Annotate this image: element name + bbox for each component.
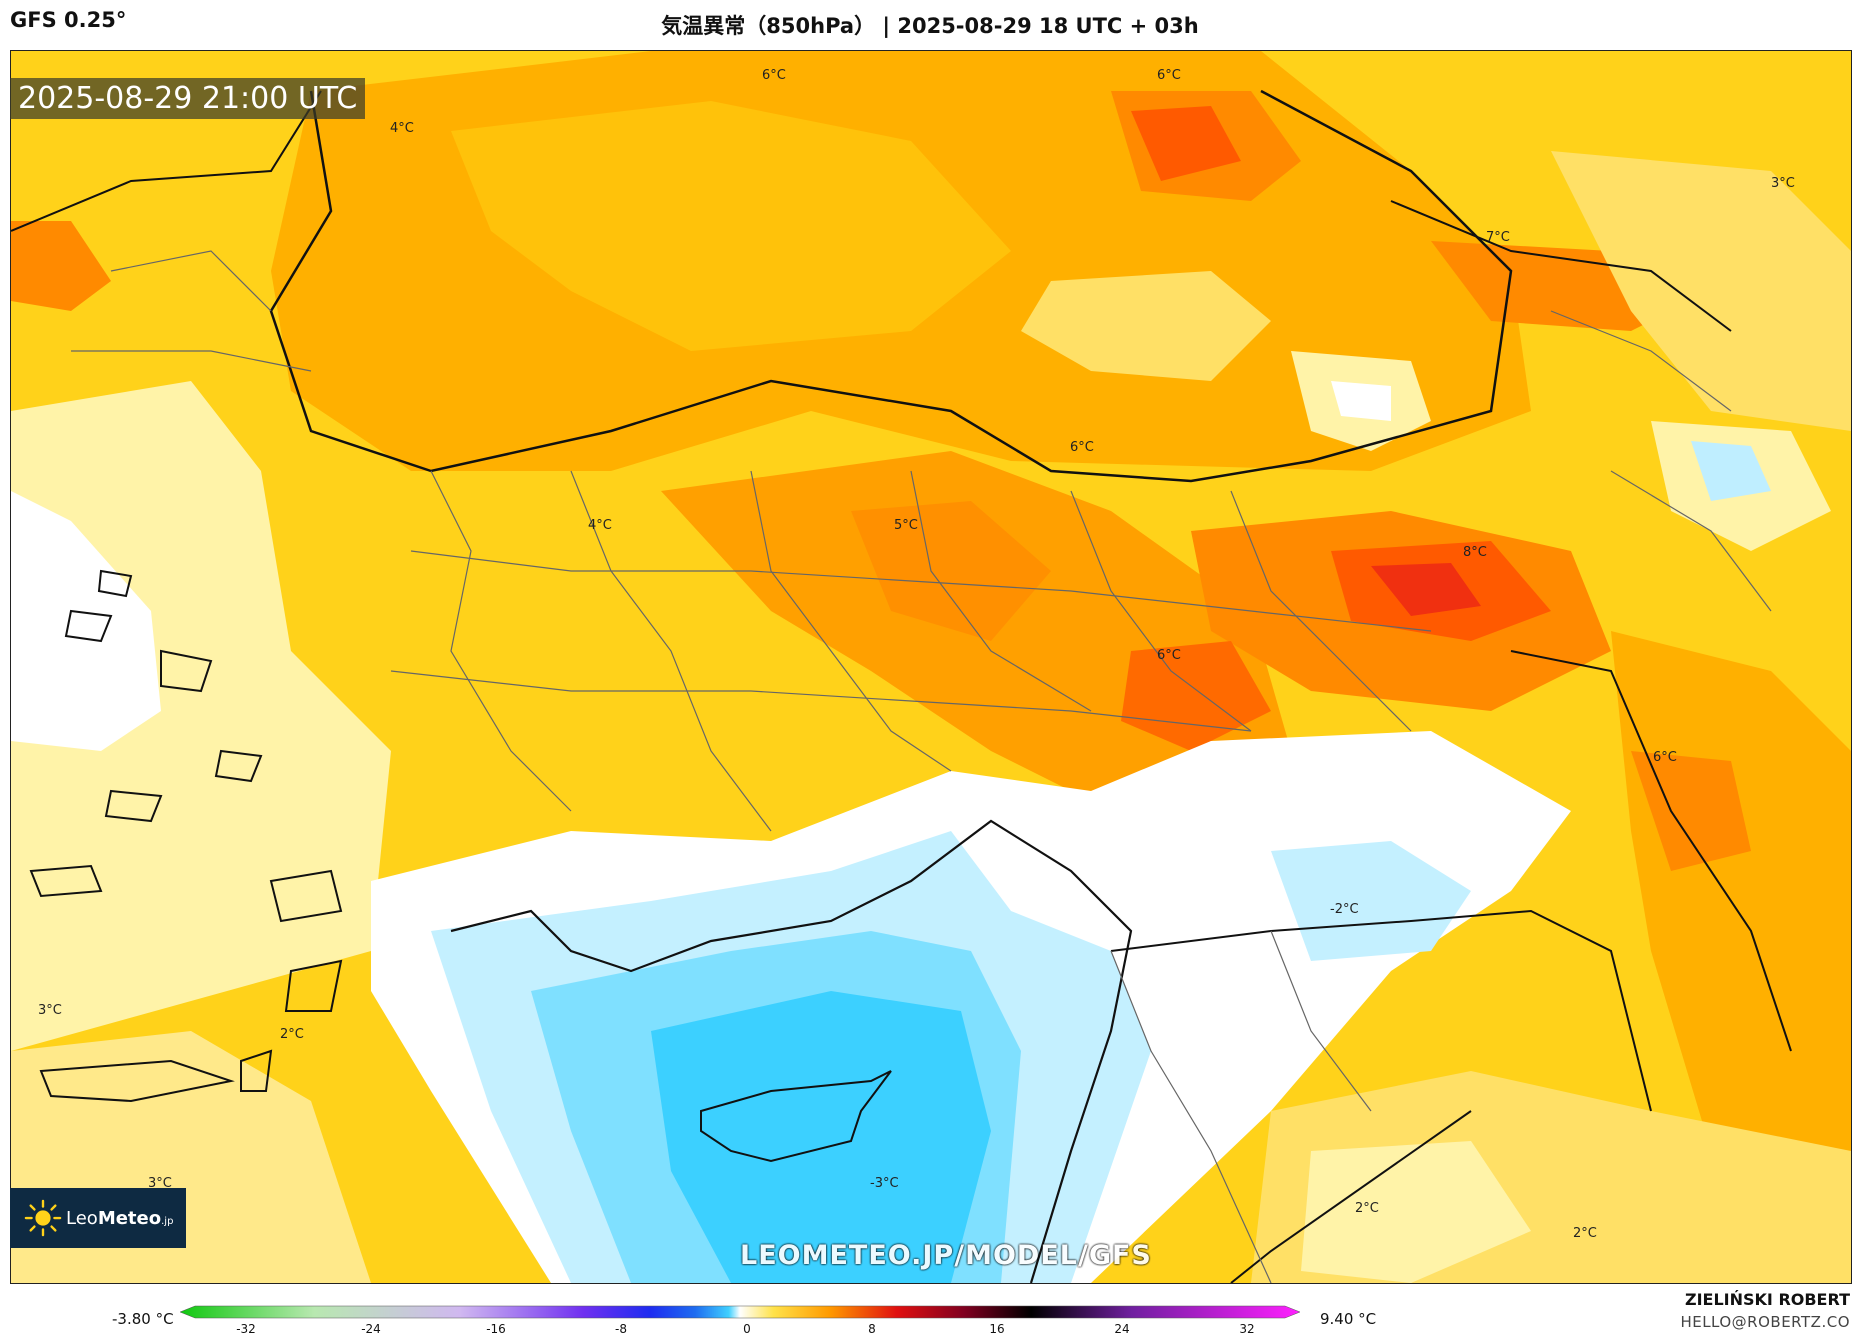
isoline-label: -2°C: [1330, 902, 1359, 917]
legend-max-value: 9.40 °C: [1320, 1310, 1377, 1328]
isoline-label: 6°C: [1653, 750, 1677, 765]
isoline-label: -3°C: [870, 1176, 899, 1191]
leometeo-logo: LeoMeteo.jp: [10, 1188, 186, 1248]
legend-tick: -8: [615, 1322, 627, 1336]
legend-tick: -16: [486, 1322, 506, 1336]
map-title: 気温異常（850hPa） | 2025-08-29 18 UTC + 03h: [661, 14, 1199, 38]
legend-tick: 8: [868, 1322, 876, 1336]
site-watermark: LEOMETEO.JP/MODEL/GFS: [740, 1240, 1152, 1271]
valid-time-badge: 2025-08-29 21:00 UTC: [10, 78, 366, 119]
isoline-label: 3°C: [1771, 176, 1795, 191]
model-label: GFS 0.25°: [10, 8, 127, 32]
isoline-label: 6°C: [1070, 440, 1094, 455]
isoline-label: 6°C: [1157, 68, 1181, 83]
isoline-label: 6°C: [762, 68, 786, 83]
isoline-label: 4°C: [588, 518, 612, 533]
isoline-label: 3°C: [148, 1176, 172, 1191]
legend-tick: 16: [989, 1322, 1005, 1336]
legend-min-value: -3.80 °C: [112, 1310, 174, 1328]
legend-tick: 24: [1114, 1322, 1130, 1336]
isoline-label: 8°C: [1463, 545, 1487, 560]
legend-tick: 0: [743, 1322, 751, 1336]
isoline-label: 6°C: [1157, 648, 1181, 663]
legend-tick: -32: [236, 1322, 256, 1336]
color-scale-bar: [179, 1305, 1301, 1319]
temperature-anomaly-map: [11, 51, 1851, 1283]
map-canvas[interactable]: [10, 50, 1852, 1284]
legend-tick: -24: [361, 1322, 381, 1336]
isoline-label: 7°C: [1486, 230, 1510, 245]
isoline-label: 5°C: [894, 518, 918, 533]
isoline-label: 2°C: [280, 1027, 304, 1042]
isoline-label: 2°C: [1573, 1226, 1597, 1241]
author-name: ZIELIŃSKI ROBERT: [1684, 1290, 1850, 1309]
isoline-label: 2°C: [1355, 1201, 1379, 1216]
legend-tick: 32: [1239, 1322, 1255, 1336]
author-email[interactable]: HELLO@ROBERTZ.CO: [1680, 1313, 1850, 1331]
sun-icon: [24, 1199, 62, 1237]
isoline-label: 4°C: [390, 121, 414, 136]
logo-wordmark: LeoMeteo.jp: [66, 1207, 174, 1229]
isoline-label: 3°C: [38, 1003, 62, 1018]
